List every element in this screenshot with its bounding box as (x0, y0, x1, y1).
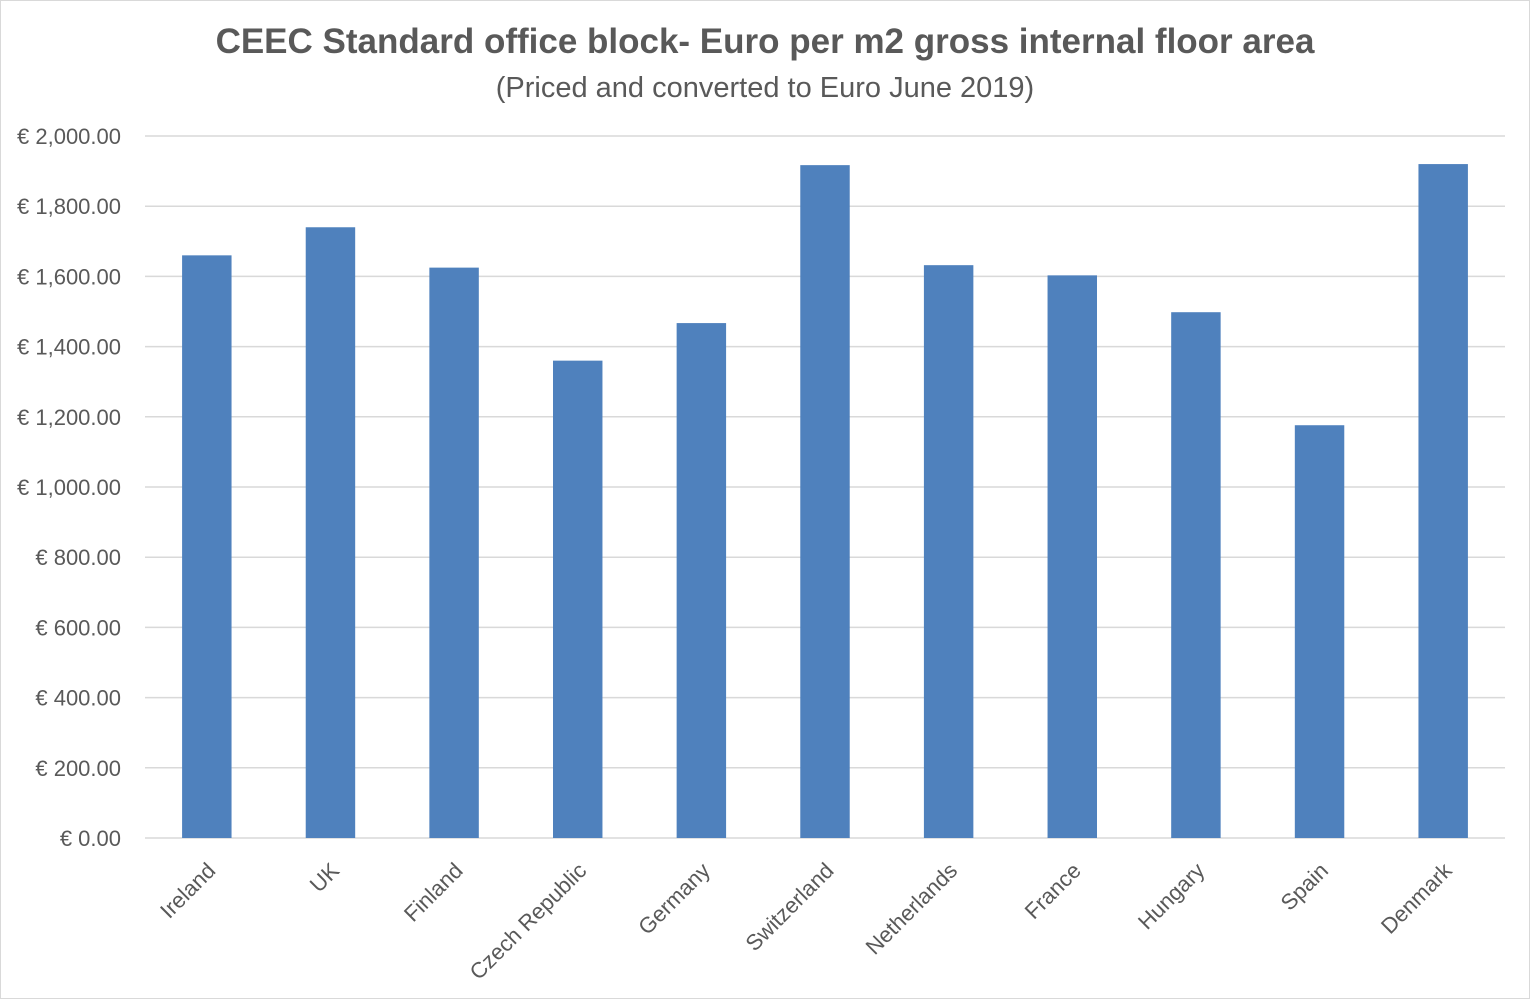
x-tick-label: UK (305, 858, 345, 898)
y-tick-label: € 1,000.00 (17, 475, 121, 500)
bar-france (1047, 275, 1097, 838)
x-tick-label: Czech Republic (465, 858, 592, 985)
bar-czech-republic (553, 360, 603, 838)
y-tick-label: € 2,000.00 (17, 124, 121, 149)
x-tick-label: Finland (399, 858, 468, 927)
bar-spain (1294, 425, 1345, 838)
x-tick-label: France (1020, 858, 1086, 924)
x-tick-label: Denmark (1376, 857, 1457, 938)
bar-denmark (1418, 164, 1468, 838)
y-tick-label: € 1,200.00 (17, 405, 121, 430)
bar-uk (305, 227, 356, 838)
x-tick-label: Germany (633, 858, 715, 940)
bar-finland (429, 267, 479, 838)
y-tick-label: € 1,600.00 (17, 264, 121, 289)
bar-ireland (182, 255, 232, 839)
bar-netherlands (923, 265, 974, 839)
y-tick-label: € 600.00 (35, 615, 121, 640)
y-tick-label: € 800.00 (35, 545, 121, 570)
x-tick-label: Ireland (155, 858, 220, 923)
bars (182, 164, 1468, 839)
x-tick-label: Netherlands (861, 858, 963, 960)
chart-title: CEEC Standard office block- Euro per m2 … (215, 22, 1315, 61)
x-tick-label: Spain (1276, 858, 1333, 915)
x-tick-label: Hungary (1133, 858, 1209, 934)
y-tick-label: € 1,800.00 (17, 194, 121, 219)
chart-subtitle: (Priced and converted to Euro June 2019) (495, 72, 1035, 104)
y-tick-label: € 200.00 (35, 756, 121, 781)
bar-hungary (1171, 312, 1221, 838)
bar-germany (676, 323, 727, 838)
y-tick-label: € 400.00 (35, 686, 121, 711)
x-tick-label: Switzerland (740, 858, 838, 956)
y-tick-label: € 0.00 (60, 826, 121, 851)
y-tick-label: € 1,400.00 (17, 335, 121, 360)
y-axis-tick-labels: € 0.00 € 200.00 € 400.00 € 600.00 € 800.00 € … (17, 124, 121, 851)
bar-switzerland (800, 165, 850, 838)
